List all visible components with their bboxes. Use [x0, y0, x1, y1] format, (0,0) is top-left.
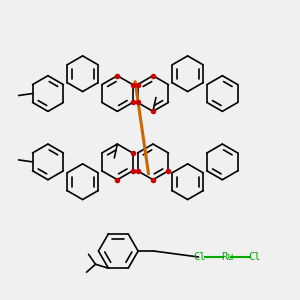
Text: Cl: Cl	[193, 252, 206, 262]
Text: Cl: Cl	[248, 252, 260, 262]
Text: Ru: Ru	[221, 252, 233, 262]
